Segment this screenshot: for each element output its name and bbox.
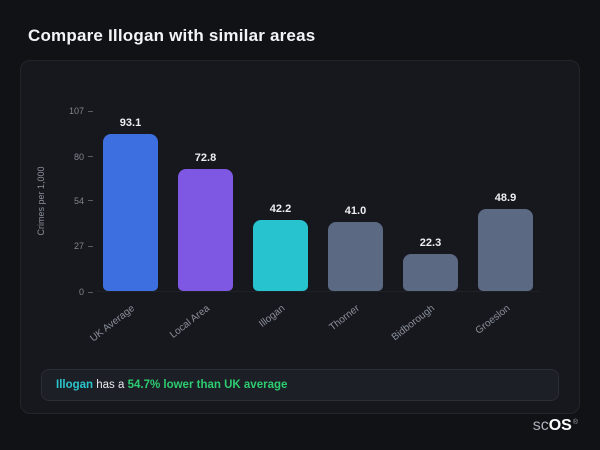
note-middle-text: has a [93, 379, 128, 391]
x-axis-label-illogan: Illogan [257, 303, 288, 330]
y-tick-label: 27 [73, 241, 84, 252]
bar-group-uk-average: 93.1 UK Average [89, 111, 158, 344]
y-axis-label: Crimes per 1,000 [36, 166, 46, 236]
y-tick-label: 54 [73, 195, 84, 206]
bar-value-label: 93.1 [119, 117, 142, 130]
bar-local-area[interactable]: 72.8 [178, 152, 233, 291]
bar-value-label: 22.3 [419, 236, 442, 249]
logo-suffix: OS [548, 417, 572, 434]
y-tick: 80 [74, 152, 93, 162]
note-highlight-text: 54.7% lower than UK average [127, 379, 288, 391]
y-tick-label: 107 [68, 106, 84, 116]
y-tick: 54 [74, 196, 93, 206]
y-tick-mark [88, 245, 93, 247]
bars-container: 93.1 UK Average 72.8 Local Area 42.2 Illogan 4… [89, 111, 539, 344]
bar-group-illogan: 42.2 Illogan [253, 111, 308, 330]
plot-area: 0 27 54 80 107 93.1 UK Average 72.8 Local Area 4… [69, 106, 539, 344]
bar-group-thorner: 41.0 Thorner [328, 111, 383, 333]
x-axis-label-thorner: Thorner [327, 303, 363, 334]
logo-prefix: sc [532, 417, 549, 434]
page-title: Compare Illogan with similar areas [28, 26, 316, 45]
y-tick-mark [88, 200, 93, 202]
y-tick: 107 [69, 106, 93, 116]
bar-value-label: 72.8 [194, 151, 217, 164]
bar-value-label: 41.0 [344, 205, 367, 218]
scos-logo: scOS® [533, 418, 578, 434]
y-tick: 0 [79, 287, 93, 297]
bar-chart: Crimes per 1,000 0 27 54 80 107 93.1 UK Avera… [21, 61, 579, 361]
y-tick-mark [88, 110, 93, 112]
bar-value-label: 42.2 [269, 203, 292, 216]
chart-card: Crimes per 1,000 0 27 54 80 107 93.1 UK Avera… [20, 60, 580, 414]
bar-value-label: 48.9 [494, 191, 517, 204]
y-tick-mark [88, 291, 93, 293]
y-tick: 27 [74, 241, 93, 251]
y-tick-label: 80 [73, 151, 84, 162]
x-axis-label-groeslon: Groeslon [473, 303, 513, 337]
bar-group-bidborough: 22.3 Bidborough [390, 111, 458, 343]
y-tick-label: 0 [78, 287, 84, 297]
summary-note: Illogan has a 54.7% lower than UK averag… [41, 369, 559, 401]
bar-uk-average[interactable]: 93.1 [103, 117, 158, 291]
bar-groeslon[interactable]: 48.9 [478, 192, 533, 291]
note-subject: Illogan [56, 379, 94, 391]
y-tick-mark [88, 156, 93, 158]
logo-registered-mark: ® [572, 418, 578, 426]
bar-thorner[interactable]: 41.0 [328, 205, 383, 291]
x-axis-label-uk-average: UK Average [88, 303, 138, 345]
bar-bidborough[interactable]: 22.3 [403, 237, 458, 291]
bar-group-groeslon: 48.9 Groeslon [474, 111, 533, 337]
y-axis-ticks: 0 27 54 80 107 [51, 106, 93, 297]
bar-illogan[interactable]: 42.2 [253, 203, 308, 291]
x-axis-label-bidborough: Bidborough [390, 303, 438, 344]
x-axis-label-local-area: Local Area [168, 303, 213, 341]
bar-group-local-area: 72.8 Local Area [168, 111, 233, 341]
